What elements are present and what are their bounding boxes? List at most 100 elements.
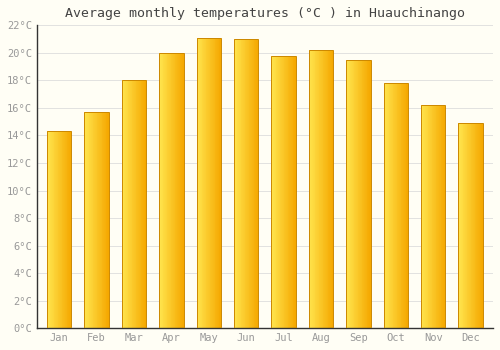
Bar <box>176 53 177 328</box>
Bar <box>295 56 296 328</box>
Bar <box>99 112 100 328</box>
Bar <box>160 53 184 328</box>
Bar <box>291 56 292 328</box>
Bar <box>209 38 210 328</box>
Bar <box>86 112 87 328</box>
Bar <box>277 56 278 328</box>
Bar <box>358 60 359 328</box>
Bar <box>256 39 257 328</box>
Bar <box>98 112 99 328</box>
Bar <box>436 105 438 328</box>
Bar <box>125 80 126 328</box>
Bar <box>279 56 280 328</box>
Bar <box>477 123 478 328</box>
Bar <box>368 60 369 328</box>
Bar <box>164 53 165 328</box>
Bar <box>356 60 357 328</box>
Bar <box>234 39 235 328</box>
Bar <box>290 56 291 328</box>
Bar <box>283 56 284 328</box>
Bar <box>318 50 320 328</box>
Bar <box>59 131 60 328</box>
Bar <box>62 131 64 328</box>
Bar <box>294 56 295 328</box>
Bar <box>272 56 296 328</box>
Bar <box>165 53 166 328</box>
Bar <box>212 38 213 328</box>
Bar <box>421 105 446 328</box>
Bar <box>202 38 203 328</box>
Bar <box>316 50 317 328</box>
Bar <box>243 39 244 328</box>
Bar <box>102 112 103 328</box>
Bar <box>108 112 109 328</box>
Bar <box>180 53 181 328</box>
Bar <box>55 131 56 328</box>
Bar <box>130 80 131 328</box>
Bar <box>332 50 333 328</box>
Bar <box>292 56 294 328</box>
Bar <box>328 50 329 328</box>
Bar <box>247 39 248 328</box>
Bar <box>384 83 386 328</box>
Bar <box>161 53 162 328</box>
Bar <box>481 123 482 328</box>
Bar <box>53 131 54 328</box>
Bar <box>128 80 129 328</box>
Bar <box>133 80 134 328</box>
Bar <box>325 50 326 328</box>
Bar <box>64 131 65 328</box>
Bar <box>354 60 355 328</box>
Bar <box>439 105 440 328</box>
Bar <box>458 123 483 328</box>
Bar <box>47 131 72 328</box>
Bar <box>70 131 72 328</box>
Bar <box>207 38 208 328</box>
Bar <box>400 83 402 328</box>
Bar <box>357 60 358 328</box>
Bar <box>287 56 288 328</box>
Bar <box>438 105 439 328</box>
Bar <box>139 80 140 328</box>
Bar <box>205 38 206 328</box>
Bar <box>362 60 364 328</box>
Bar <box>235 39 236 328</box>
Bar <box>196 38 198 328</box>
Bar <box>466 123 468 328</box>
Bar <box>421 105 422 328</box>
Bar <box>174 53 176 328</box>
Bar <box>317 50 318 328</box>
Bar <box>326 50 328 328</box>
Bar <box>278 56 279 328</box>
Bar <box>214 38 216 328</box>
Bar <box>91 112 92 328</box>
Bar <box>461 123 462 328</box>
Bar <box>47 131 48 328</box>
Bar <box>473 123 474 328</box>
Bar <box>355 60 356 328</box>
Bar <box>348 60 350 328</box>
Bar <box>406 83 407 328</box>
Bar <box>286 56 287 328</box>
Bar <box>433 105 434 328</box>
Bar <box>347 60 348 328</box>
Bar <box>95 112 96 328</box>
Bar <box>429 105 430 328</box>
Bar <box>428 105 429 328</box>
Bar <box>251 39 252 328</box>
Bar <box>482 123 483 328</box>
Bar <box>106 112 107 328</box>
Bar <box>199 38 200 328</box>
Bar <box>183 53 184 328</box>
Bar <box>61 131 62 328</box>
Bar <box>276 56 277 328</box>
Bar <box>60 131 61 328</box>
Title: Average monthly temperatures (°C ) in Huauchinango: Average monthly temperatures (°C ) in Hu… <box>65 7 465 20</box>
Bar <box>350 60 351 328</box>
Bar <box>392 83 394 328</box>
Bar <box>478 123 480 328</box>
Bar <box>460 123 461 328</box>
Bar <box>104 112 106 328</box>
Bar <box>94 112 95 328</box>
Bar <box>480 123 481 328</box>
